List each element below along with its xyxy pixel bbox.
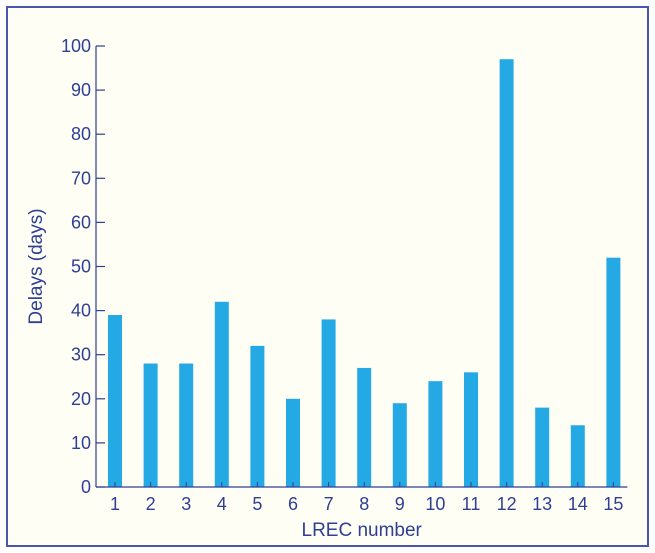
x-tick-label: 6: [288, 494, 298, 514]
x-axis-title: LREC number: [302, 520, 423, 541]
x-tick-label: 12: [497, 494, 517, 514]
bar: [143, 363, 158, 487]
bar: [535, 407, 550, 487]
x-tick-label: 5: [252, 494, 262, 514]
x-tick-label: 13: [532, 494, 552, 514]
x-tick-label: 14: [568, 494, 588, 514]
y-axis-ticks: 0 10 20 30 40 50 60 70 80 90 100: [61, 36, 105, 497]
x-tick-label: 1: [110, 494, 120, 514]
x-tick-label: 4: [217, 494, 227, 514]
bar-series: [108, 59, 621, 487]
bar: [464, 372, 478, 487]
bar: [499, 59, 514, 487]
bar: [108, 315, 122, 487]
y-tick-label: 20: [71, 389, 91, 409]
y-tick-label: 90: [71, 80, 91, 100]
bar: [570, 425, 585, 487]
bar: [321, 319, 336, 487]
x-tick-label: 15: [603, 494, 623, 514]
bar: [179, 363, 194, 487]
y-tick-label: 50: [71, 257, 91, 277]
y-tick-label: 100: [61, 36, 91, 56]
x-tick-label: 10: [425, 494, 445, 514]
bar: [606, 257, 621, 487]
bar: [428, 381, 443, 487]
bar: [250, 345, 265, 487]
x-axis-ticks: 1 2 3 4 5 6 7 8 9 10 11 12 13 14 15: [110, 482, 623, 514]
x-tick-label: 9: [395, 494, 405, 514]
chart-figure: 0 10 20 30 40 50 60 70 80 90 100 1 2 3 4 5 6 7 8 9 10 11 12 13…: [6, 6, 649, 547]
y-tick-label: 70: [71, 168, 91, 188]
y-tick-label: 40: [71, 301, 91, 321]
y-tick-label: 60: [71, 212, 91, 232]
y-tick-label: 80: [71, 124, 91, 144]
x-tick-label: 8: [359, 494, 369, 514]
y-tick-label: 0: [81, 477, 91, 497]
y-tick-label: 10: [71, 433, 91, 453]
bar: [357, 367, 372, 487]
bar: [392, 403, 407, 487]
y-axis-title: Delays (days): [26, 208, 47, 324]
x-tick-label: 2: [146, 494, 156, 514]
x-tick-label: 7: [324, 494, 334, 514]
bar: [214, 301, 229, 487]
y-tick-label: 30: [71, 345, 91, 365]
x-tick-label: 11: [462, 494, 481, 514]
x-tick-label: 3: [181, 494, 191, 514]
bar: [286, 398, 300, 487]
